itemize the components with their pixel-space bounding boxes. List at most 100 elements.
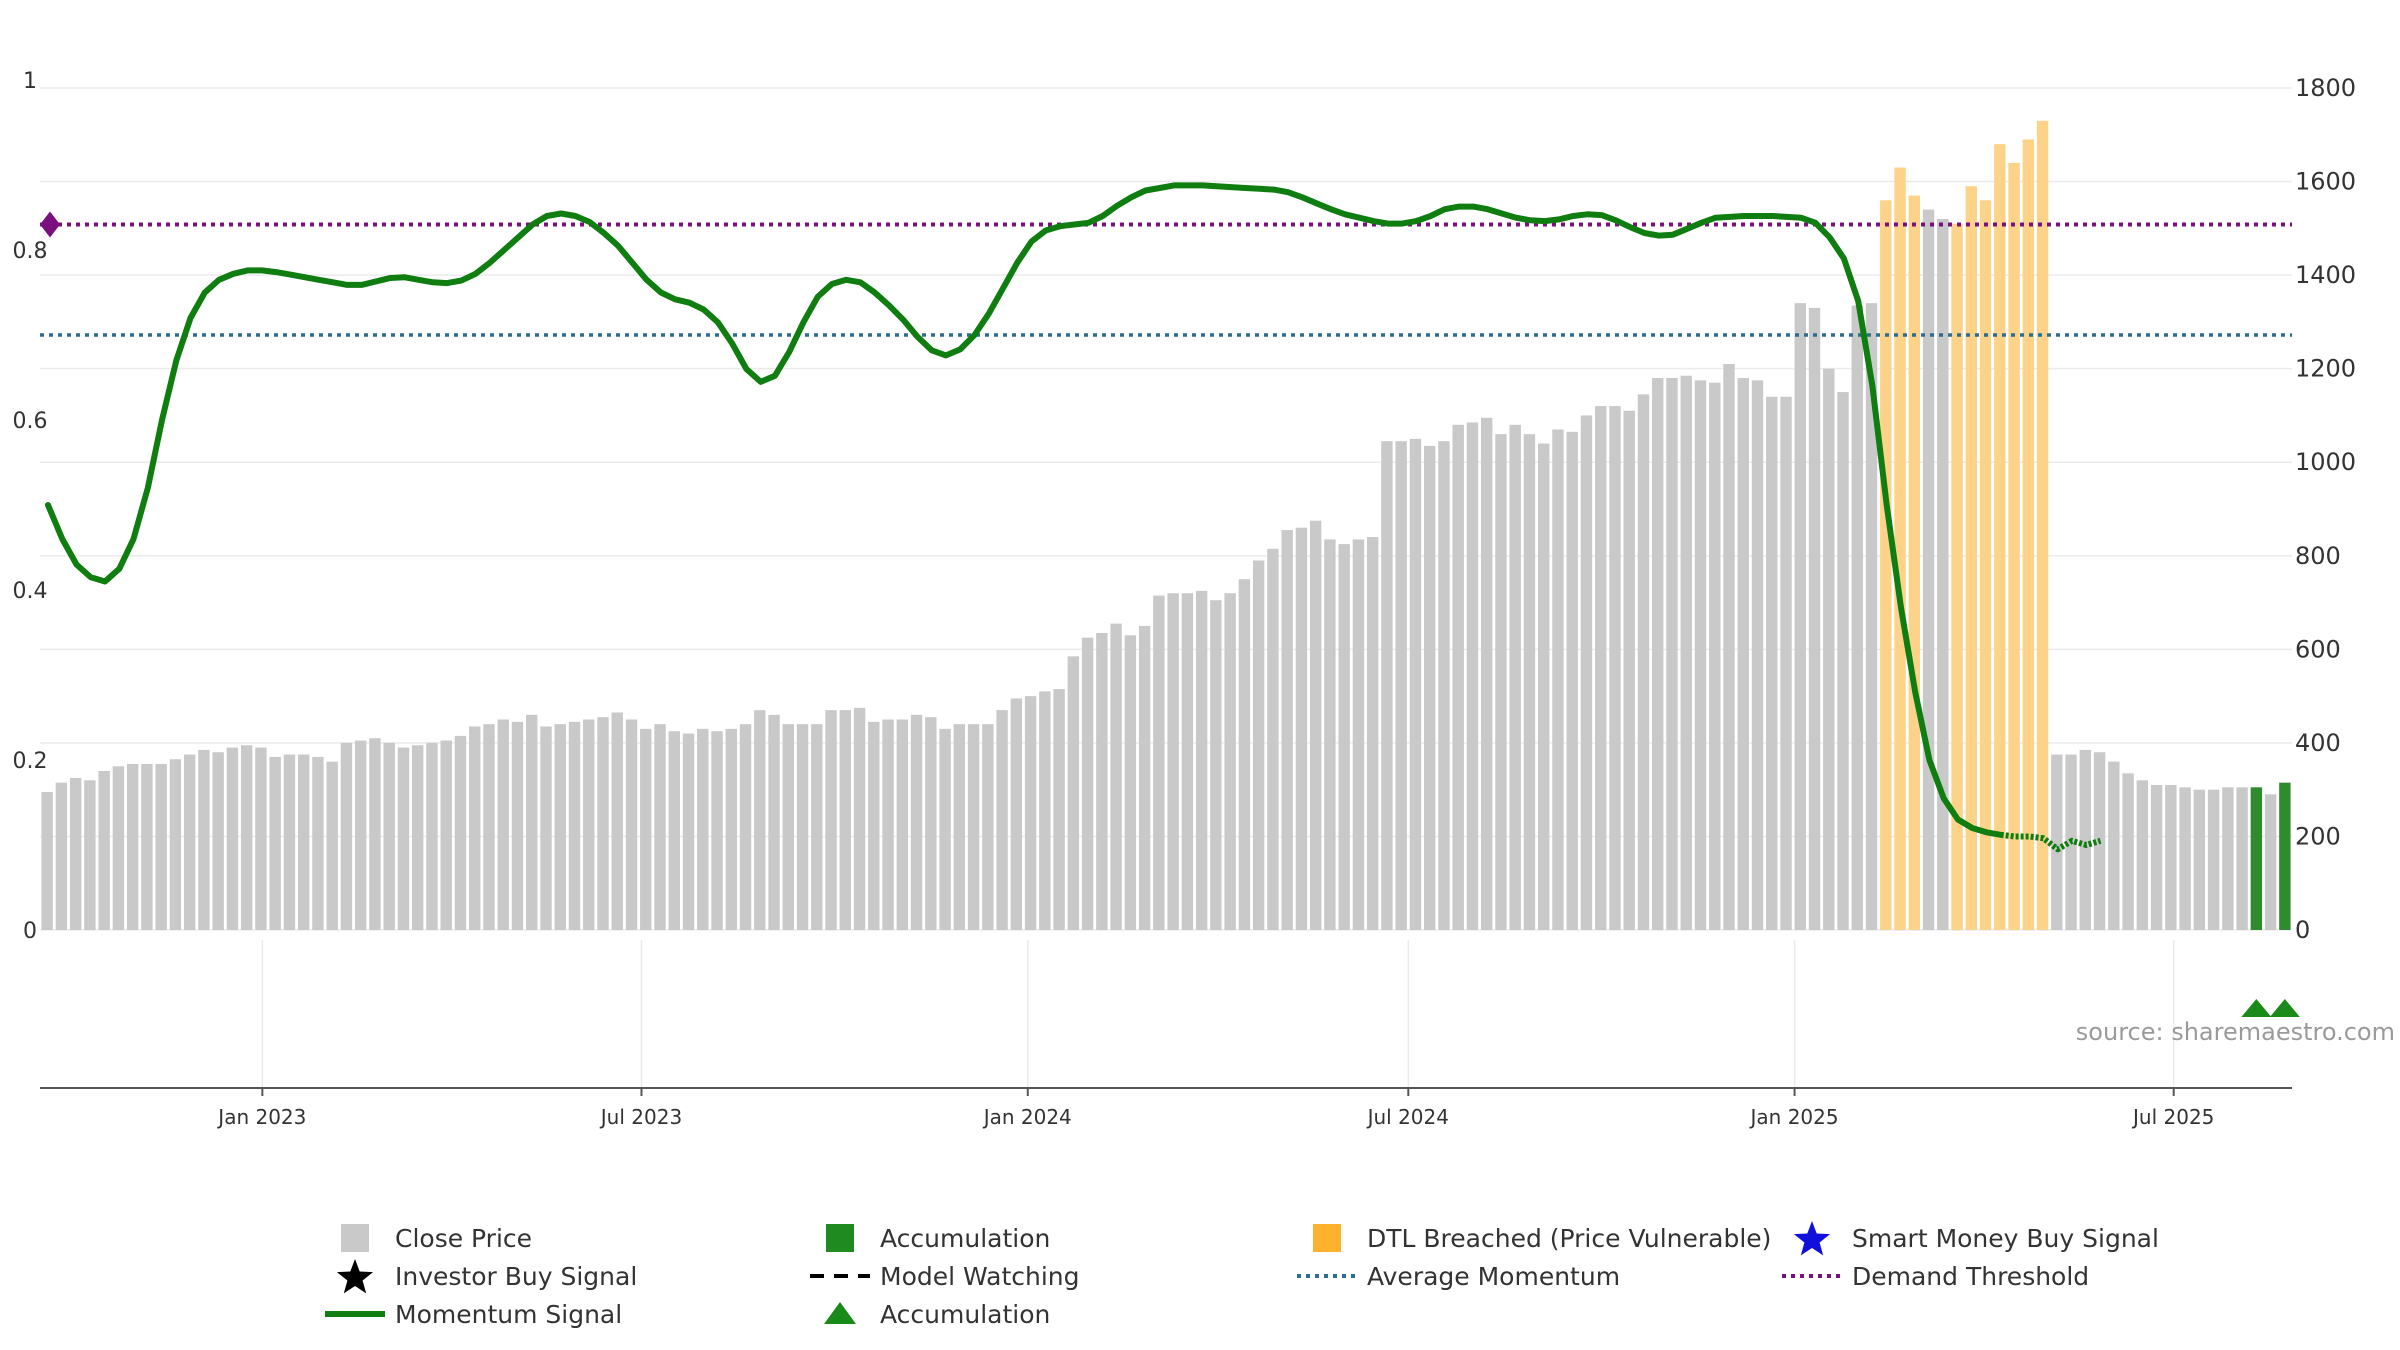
source-credit: source: sharemaestro.com [2076, 1018, 2395, 1046]
price-bar [1452, 424, 1464, 930]
left-tick-label: 0.8 [13, 239, 48, 264]
price-bar [1780, 396, 1792, 930]
price-bar [1195, 590, 1208, 930]
price-bar [1552, 429, 1564, 930]
price-bar [739, 724, 752, 930]
price-bars [41, 120, 2291, 931]
price-bar [1110, 623, 1122, 930]
price-bar [1979, 200, 1992, 930]
price-bar [1566, 431, 1578, 930]
price-bar [768, 714, 780, 930]
demand-marker [40, 211, 60, 238]
price-bar [540, 726, 552, 930]
price-bar [825, 710, 837, 930]
price-bar [1766, 396, 1778, 930]
legend-label: Accumulation [880, 1224, 1050, 1253]
price-bar [1438, 441, 1450, 930]
price-bar [226, 747, 239, 930]
left-tick-label: 0.6 [13, 409, 48, 434]
axes: 0 0.2 0.4 0.6 0.8 1 0 200 400 600 800 1000 1200 1400 1… [13, 69, 2357, 1129]
price-bar [1024, 696, 1037, 930]
price-bar [55, 782, 68, 930]
left-tick-label: 0.2 [13, 749, 48, 774]
price-bar [725, 728, 737, 930]
price-bar [1252, 560, 1265, 930]
price-bar [1466, 422, 1479, 930]
legend: Close Price Accumulation DTL Breached (Pri… [325, 1221, 2159, 1329]
price-bar [1965, 186, 1978, 930]
right-tick-label: 0 [2295, 916, 2310, 944]
price-bar [1794, 303, 1806, 931]
price-bar [2165, 784, 2177, 930]
price-bar [1538, 443, 1550, 930]
price-bar [1523, 434, 1536, 930]
price-bar [982, 724, 994, 930]
price-bar [2022, 139, 2035, 930]
price-bar [383, 742, 395, 930]
price-bar [112, 766, 125, 930]
x-tick-label: Jan 2024 [982, 1105, 1072, 1129]
right-tick-label: 400 [2295, 729, 2341, 757]
x-tick-label: Jul 2024 [1366, 1105, 1449, 1129]
price-bar [41, 792, 53, 930]
left-tick-label: 0.4 [13, 579, 48, 604]
price-bar [1894, 167, 1906, 930]
price-bar [1081, 637, 1094, 930]
price-bar [1238, 579, 1251, 930]
price-bar [1609, 406, 1621, 931]
price-bar [2136, 780, 2149, 930]
price-bar [354, 740, 367, 930]
price-bar [1680, 375, 1692, 930]
legend-label: Investor Buy Signal [395, 1262, 637, 1291]
price-bar [69, 777, 82, 930]
right-tick-label: 1200 [2295, 355, 2356, 383]
momentum-line-tail [2000, 831, 2102, 853]
price-bar [397, 747, 410, 930]
price-bar [1338, 544, 1350, 930]
price-bar [84, 780, 96, 930]
right-tick-label: 1400 [2295, 261, 2356, 289]
right-tick-label: 800 [2295, 542, 2341, 570]
price-bar [454, 735, 467, 930]
price-bar [1951, 223, 1963, 931]
price-bar [1751, 380, 1764, 931]
price-bar [2179, 787, 2191, 930]
price-bar [141, 763, 153, 930]
legend-label: Smart Money Buy Signal [1852, 1224, 2159, 1253]
legend-symbol-blue-star [1793, 1221, 1831, 1256]
price-bar [2108, 761, 2120, 930]
legend-symbol-green-square [826, 1224, 854, 1252]
price-bar [1865, 303, 1878, 931]
price-bar [2051, 754, 2063, 930]
price-bar [583, 719, 595, 930]
price-bar [483, 724, 495, 930]
price-bar [853, 707, 866, 930]
price-bar [939, 728, 951, 930]
price-bar [2122, 773, 2134, 930]
price-bar [511, 721, 524, 930]
price-bar [126, 763, 139, 930]
price-bar [1837, 392, 1849, 930]
price-bar [1267, 548, 1279, 930]
price-bar [1096, 632, 1108, 930]
price-bar [1723, 363, 1735, 930]
price-bar [1281, 530, 1293, 930]
price-bar [1823, 368, 1835, 931]
right-tick-label: 600 [2295, 635, 2341, 663]
legend-label: Momentum Signal [395, 1300, 622, 1329]
price-bar [2222, 787, 2234, 930]
price-bar [412, 745, 424, 930]
right-tick-label: 200 [2295, 822, 2341, 850]
price-bar [1922, 209, 1935, 931]
legend-label: Accumulation [880, 1300, 1050, 1329]
price-bar [1181, 593, 1194, 930]
price-bar [2207, 789, 2220, 930]
price-bar [1694, 380, 1707, 931]
price-bar [568, 721, 581, 930]
price-bar [811, 724, 823, 930]
price-bar [198, 749, 210, 930]
price-bar [2279, 782, 2291, 930]
momentum-series [45, 182, 2102, 853]
left-tick-label: 0 [23, 919, 37, 944]
